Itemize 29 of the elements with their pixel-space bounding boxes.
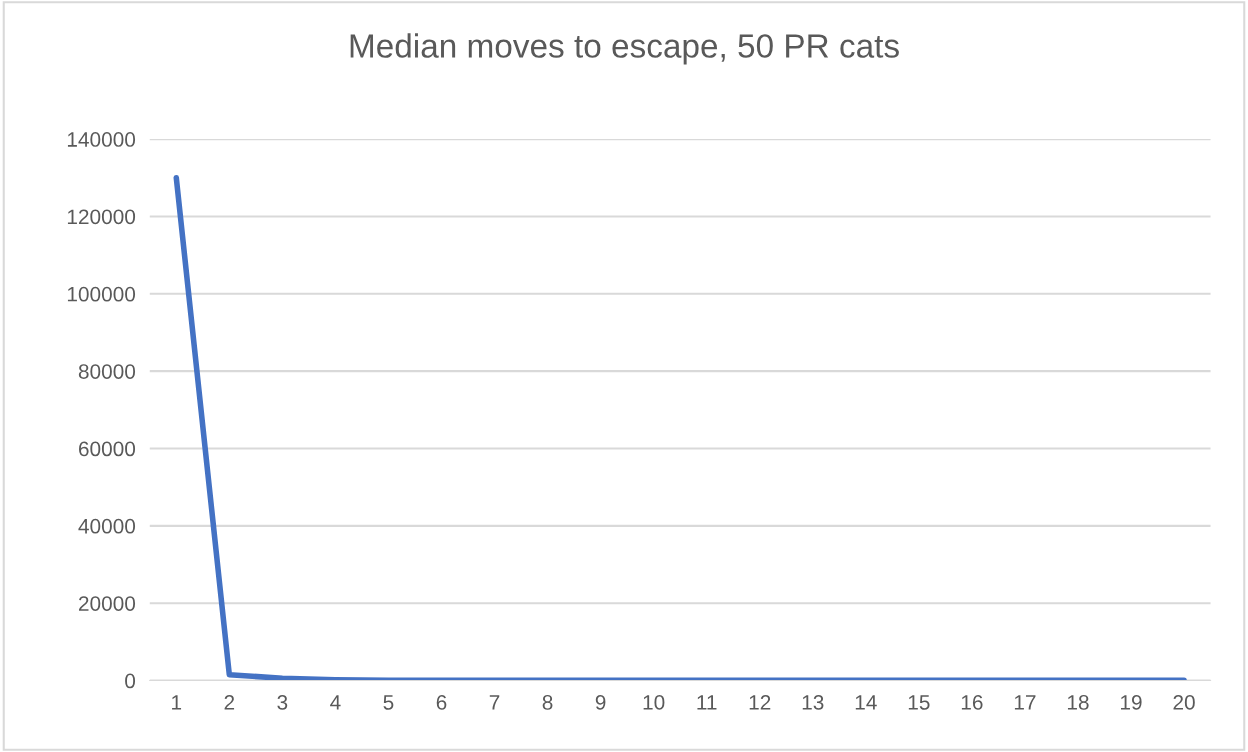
x-tick-label: 7 bbox=[489, 695, 500, 710]
x-tick-label: 6 bbox=[436, 695, 447, 710]
y-tick-label: 20000 bbox=[78, 596, 136, 611]
x-tick-label: 15 bbox=[908, 695, 930, 710]
x-tick-label: 19 bbox=[1121, 695, 1142, 710]
x-tick-label: 1 bbox=[172, 695, 182, 710]
x-tick-label: 14 bbox=[855, 695, 877, 710]
x-tick-label: 11 bbox=[697, 695, 717, 710]
x-tick-label: 9 bbox=[595, 695, 606, 710]
chart-title: Median moves to escape, 50 PR cats bbox=[350, 33, 899, 65]
x-tick-label: 12 bbox=[749, 695, 771, 710]
y-tick-label: 120000 bbox=[67, 209, 136, 225]
x-tick-label: 2 bbox=[224, 695, 235, 710]
x-tick-label: 16 bbox=[961, 695, 983, 710]
x-tick-label: 5 bbox=[383, 695, 394, 710]
x-tick-label: 4 bbox=[330, 695, 341, 710]
y-tick-label: 80000 bbox=[78, 364, 136, 379]
x-tick-label: 3 bbox=[277, 695, 288, 710]
y-tick-label: 100000 bbox=[67, 286, 136, 302]
x-tick-label: 8 bbox=[542, 695, 553, 710]
x-tick-label: 20 bbox=[1173, 695, 1195, 710]
x-tick-label: 10 bbox=[643, 695, 665, 710]
x-tick-label: 18 bbox=[1067, 695, 1089, 710]
x-tick-label: 13 bbox=[802, 695, 824, 710]
y-tick-label: 0 bbox=[125, 673, 136, 689]
y-tick-label: 60000 bbox=[79, 441, 136, 457]
y-tick-label: 40000 bbox=[78, 518, 136, 534]
y-tick-label: 140000 bbox=[67, 132, 136, 147]
x-tick-label: 17 bbox=[1014, 695, 1036, 710]
